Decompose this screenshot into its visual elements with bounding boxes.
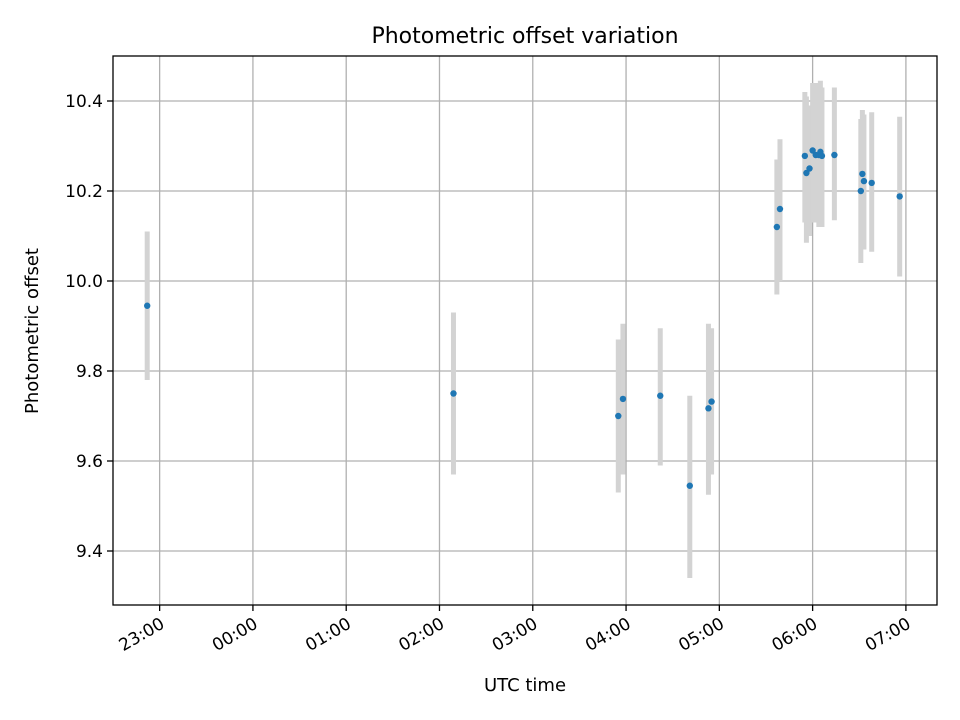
data-point xyxy=(860,177,868,185)
data-point xyxy=(868,179,875,187)
data-point xyxy=(859,170,866,178)
data-point xyxy=(801,152,809,160)
data-point xyxy=(896,193,903,200)
data-point xyxy=(708,398,715,405)
x-tick-label: 07:00 xyxy=(862,614,914,656)
x-tick-label: 00:00 xyxy=(209,614,261,656)
data-point xyxy=(809,147,816,154)
data-points xyxy=(144,147,903,489)
data-point xyxy=(450,390,457,397)
y-tick-label: 10.4 xyxy=(65,92,103,112)
data-point xyxy=(619,395,627,403)
data-point xyxy=(776,205,784,213)
data-point xyxy=(773,223,781,231)
x-tick-label: 02:00 xyxy=(396,614,448,656)
chart-title: Photometric offset variation xyxy=(371,24,678,49)
x-tick-label: 01:00 xyxy=(302,614,354,656)
y-axis-label: Photometric offset xyxy=(22,248,43,414)
data-point xyxy=(803,169,810,177)
x-tick-label: 06:00 xyxy=(769,614,821,656)
plot-frame xyxy=(112,55,938,606)
y-tick-label: 10.0 xyxy=(65,272,103,292)
y-tick-label: 9.4 xyxy=(76,542,103,562)
y-tick-label: 9.8 xyxy=(76,362,103,382)
data-point xyxy=(705,405,712,412)
data-point xyxy=(857,187,865,195)
x-axis-label: UTC time xyxy=(484,675,566,696)
x-tick-label: 23:00 xyxy=(116,614,168,656)
data-point xyxy=(818,152,826,160)
data-point xyxy=(657,392,664,399)
data-point xyxy=(615,412,622,420)
data-point xyxy=(144,302,151,309)
grid-lines xyxy=(113,56,937,605)
y-tick-label: 9.6 xyxy=(76,452,103,472)
data-point xyxy=(831,151,838,159)
x-tick-label: 05:00 xyxy=(675,614,727,656)
y-tick-label: 10.2 xyxy=(65,182,103,202)
x-tick-label: 03:00 xyxy=(489,614,541,656)
data-point xyxy=(806,165,813,172)
data-point xyxy=(686,482,693,489)
error-bars xyxy=(144,80,903,578)
y-axis-ticks: 9.4 9.6 9.8 10.0 10.2 10.4 xyxy=(65,92,113,562)
x-tick-label: 04:00 xyxy=(582,614,634,656)
x-axis-ticks: 23:00 00:00 01:00 02:00 03:00 04:00 05:00 06:00… xyxy=(116,605,914,656)
